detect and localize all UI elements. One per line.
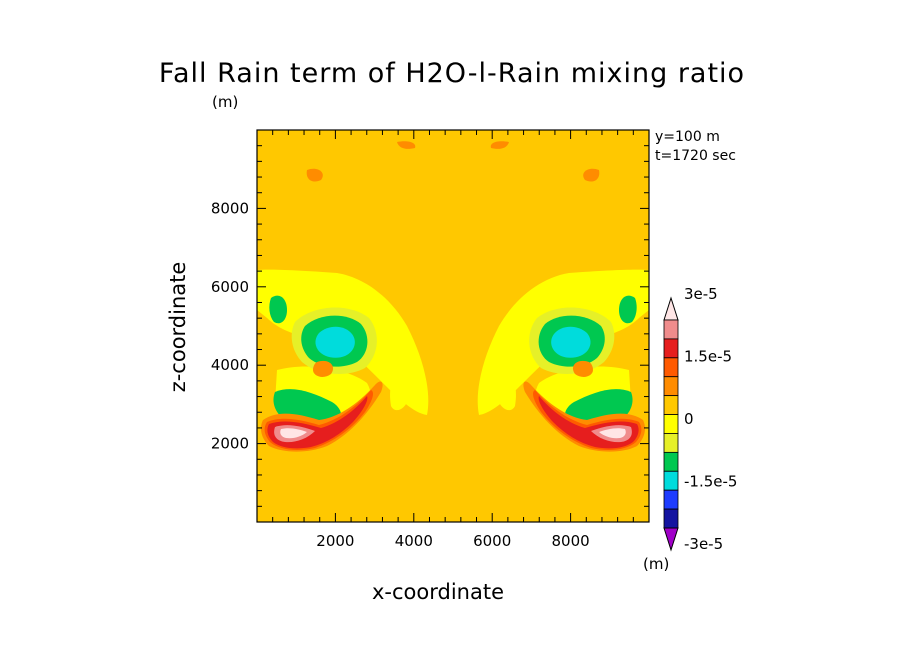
orange-patch-upper-right [583, 168, 600, 182]
plot-axes: 2000 4000 6000 8000 2000 4000 6000 8000 [211, 129, 650, 550]
yellow-tongue-left [390, 374, 411, 411]
x-tick-label: 2000 [316, 532, 354, 550]
x-axis-label: x-coordinate [372, 580, 505, 604]
orange-patch-top-right [490, 141, 509, 149]
colorbar-label: -3e-5 [684, 535, 723, 553]
x-tick-label: 8000 [552, 532, 590, 550]
cyan-core-right [551, 326, 591, 358]
colorbar: 3e-5 1.5e-5 0 -1.5e-5 -3e-5 [663, 285, 737, 553]
white-pink-core-right [599, 428, 626, 439]
colorbar-box [663, 433, 679, 453]
y-unit-label: (m) [212, 93, 239, 111]
chart-title: Fall Rain term of H2O-l-Rain mixing rati… [158, 58, 746, 89]
x-tick-label: 6000 [473, 532, 511, 550]
colorbar-bottom-triangle [663, 527, 679, 552]
x-tick-label: 4000 [395, 532, 433, 550]
cyan-core-left [315, 326, 355, 358]
colorbar-box [663, 357, 679, 378]
colorbar-box [663, 414, 679, 434]
y-tick-label: 6000 [211, 278, 249, 296]
colorbar-box [663, 319, 679, 340]
colorbar-top-triangle [663, 296, 679, 321]
y-tick-label: 4000 [211, 356, 249, 374]
colorbar-box [663, 395, 679, 415]
colorbar-label: 1.5e-5 [684, 348, 732, 366]
colorbar-box [663, 508, 679, 529]
colorbar-box [663, 338, 679, 359]
contour-fields [257, 141, 649, 452]
orange-patch-mid-left [313, 360, 334, 377]
green-strip-left [269, 295, 287, 324]
annotation-y-value: y=100 m [655, 129, 720, 145]
plot-frame [256, 129, 650, 523]
colorbar-box [663, 489, 679, 510]
orange-patch-mid-right [572, 360, 593, 377]
contour-group-left [257, 141, 429, 452]
colorbar-label: 0 [684, 410, 694, 428]
colorbar-box [663, 451, 679, 472]
colorbar-label: -1.5e-5 [684, 472, 737, 490]
contour-group-right [477, 141, 649, 452]
colorbar-box [663, 376, 679, 397]
colorbar-label: 3e-5 [684, 285, 718, 303]
orange-patch-upper-left [306, 168, 323, 182]
y-tick-label: 8000 [211, 199, 249, 217]
green-strip-right [619, 295, 637, 324]
yellow-tongue-right [495, 374, 516, 411]
colorbar-unit-label: (m) [643, 555, 670, 573]
y-tick-label: 2000 [211, 435, 249, 453]
annotation-time: t=1720 sec [655, 148, 736, 164]
colorbar-box [663, 470, 679, 491]
white-pink-core-left [280, 428, 307, 439]
orange-patch-top-left [397, 141, 416, 149]
